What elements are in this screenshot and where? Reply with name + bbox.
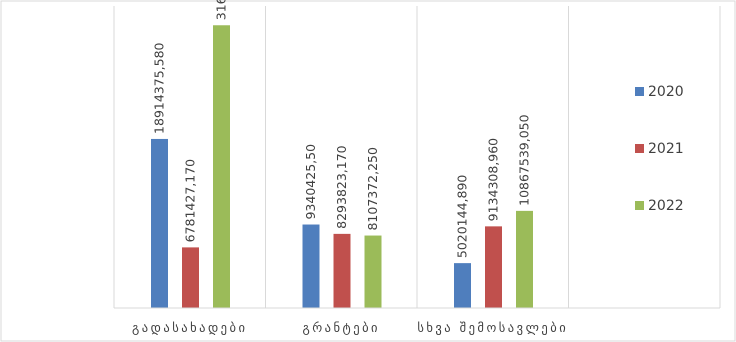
data-label: 31635077,840: [214, 0, 229, 20]
bar: [213, 25, 230, 308]
bar: [454, 263, 471, 308]
data-label: 9134308,960: [486, 138, 501, 222]
bar: [302, 224, 320, 308]
legend-label: 2020: [648, 84, 684, 100]
bar: [364, 235, 382, 308]
x-tick-label: სხვა შემოსავლები: [417, 320, 568, 335]
data-label: 5020144,890: [455, 175, 470, 259]
bar: [182, 247, 199, 308]
legend-label: 2021: [648, 141, 684, 157]
grid-lines: [113, 6, 721, 308]
x-tick-label: გრანტები: [302, 320, 380, 335]
legend: 2020 2021 2022: [635, 84, 684, 214]
data-label: 10867539,050: [517, 114, 532, 206]
legend-label: 2022: [648, 198, 684, 214]
legend-swatch: [635, 144, 644, 153]
bar: [485, 226, 502, 308]
data-label: 18914375,580: [152, 42, 167, 134]
x-tick-label: გადასახადები: [132, 320, 247, 335]
x-axis: გადასახადები გრანტები სხვა შემოსავლები: [114, 307, 720, 335]
data-label: 6781427,170: [183, 159, 198, 243]
legend-swatch: [635, 201, 644, 210]
data-label: 8293823,170: [334, 145, 349, 229]
bar: [516, 210, 533, 308]
data-labels: 18914375,580 6781427,170 31635077,840 93404…: [152, 0, 532, 258]
bar: [151, 138, 168, 308]
bar: [333, 233, 351, 308]
legend-swatch: [635, 87, 644, 96]
data-label: 8107372,250: [365, 147, 380, 231]
bars: [151, 25, 533, 308]
data-label: 9340425,50: [303, 144, 318, 220]
